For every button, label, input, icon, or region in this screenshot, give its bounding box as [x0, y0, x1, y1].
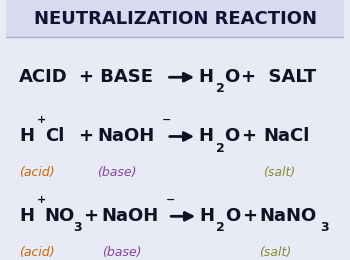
- Text: (salt): (salt): [263, 166, 295, 179]
- Text: NaCl: NaCl: [263, 127, 309, 146]
- Text: +: +: [79, 127, 93, 146]
- Text: 3: 3: [320, 222, 328, 235]
- Text: −: −: [161, 115, 171, 125]
- Text: H: H: [19, 207, 34, 225]
- FancyBboxPatch shape: [6, 0, 344, 37]
- Text: ACID: ACID: [19, 68, 68, 86]
- Text: NaNO: NaNO: [259, 207, 316, 225]
- Text: + BASE: + BASE: [79, 68, 153, 86]
- Text: +: +: [83, 207, 98, 225]
- Text: −: −: [166, 194, 175, 205]
- Text: O: O: [224, 68, 239, 86]
- Text: (salt): (salt): [259, 246, 291, 259]
- Text: H: H: [199, 68, 214, 86]
- Text: O: O: [225, 207, 240, 225]
- Text: NO: NO: [45, 207, 75, 225]
- Text: 2: 2: [216, 141, 224, 154]
- Text: H: H: [19, 127, 34, 146]
- Text: NaOH: NaOH: [97, 127, 154, 146]
- Text: +: +: [241, 207, 257, 225]
- Text: NEUTRALIZATION REACTION: NEUTRALIZATION REACTION: [34, 10, 316, 28]
- Text: NaOH: NaOH: [102, 207, 159, 225]
- Text: (base): (base): [102, 246, 141, 259]
- Text: 2: 2: [216, 82, 224, 95]
- Text: (acid): (acid): [19, 166, 55, 179]
- Text: +: +: [37, 194, 47, 205]
- Text: +  SALT: + SALT: [241, 68, 316, 86]
- Text: 2: 2: [216, 222, 225, 235]
- Text: H: H: [199, 127, 214, 146]
- Text: +: +: [241, 127, 256, 146]
- Text: (base): (base): [97, 166, 137, 179]
- Text: (acid): (acid): [19, 246, 55, 259]
- Text: O: O: [224, 127, 239, 146]
- Text: Cl: Cl: [45, 127, 64, 146]
- Text: H: H: [199, 207, 214, 225]
- Text: 3: 3: [74, 222, 82, 235]
- Text: +: +: [37, 115, 47, 125]
